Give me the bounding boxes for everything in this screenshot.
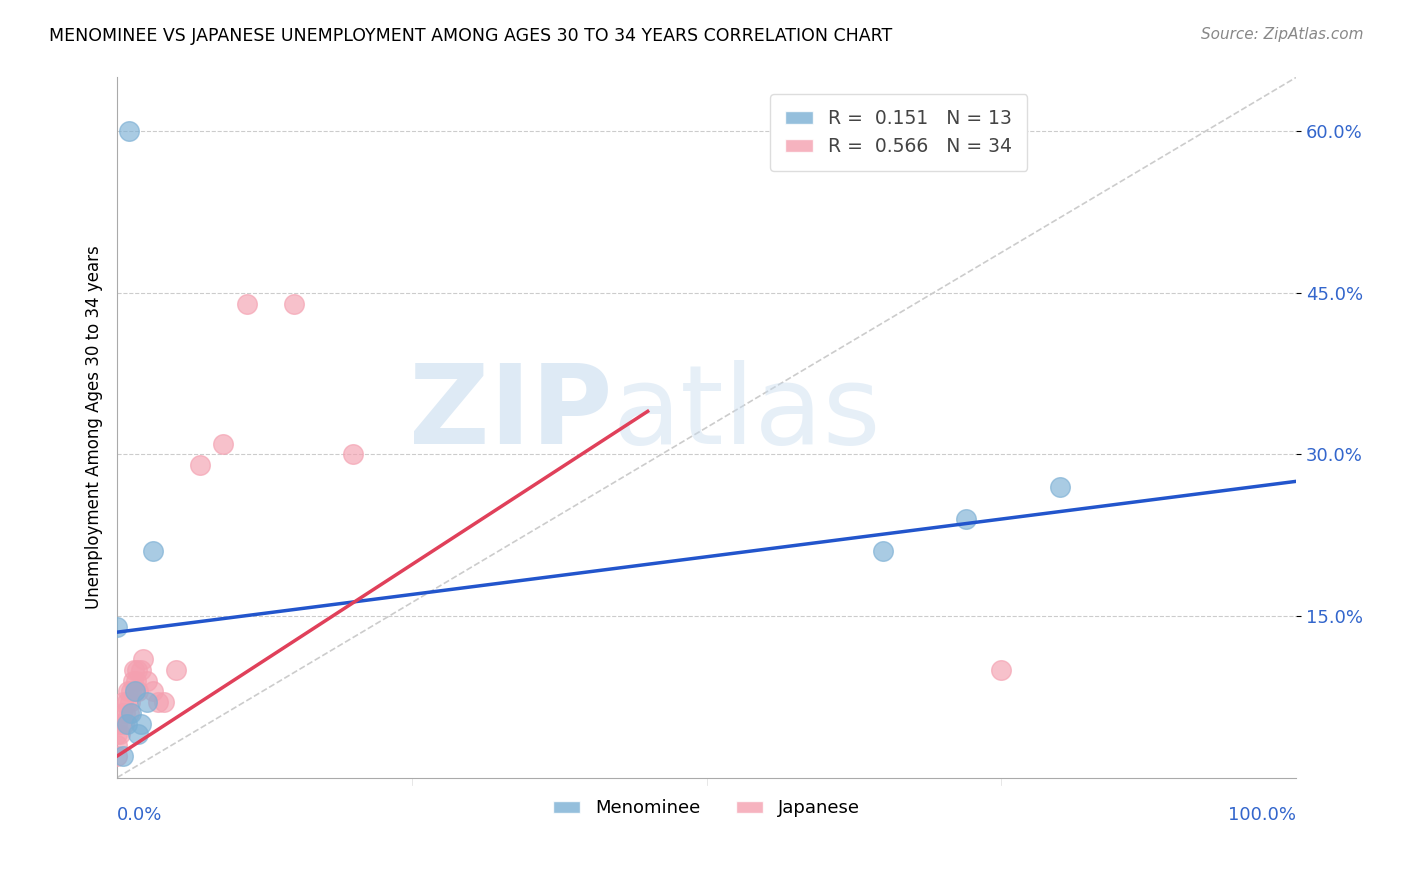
Point <box>105 738 128 752</box>
Point <box>105 749 128 764</box>
Point <box>118 124 141 138</box>
Point <box>105 620 128 634</box>
Point <box>110 716 132 731</box>
Point <box>120 684 142 698</box>
Point <box>105 727 128 741</box>
Point <box>283 296 305 310</box>
Point <box>112 749 135 764</box>
Point <box>122 663 145 677</box>
Point <box>124 684 146 698</box>
Text: 0.0%: 0.0% <box>117 805 163 823</box>
Legend: Menominee, Japanese: Menominee, Japanese <box>546 792 868 824</box>
Point <box>129 663 152 677</box>
Point <box>111 706 134 720</box>
Point <box>127 663 149 677</box>
Point <box>1049 480 1071 494</box>
Point <box>142 684 165 698</box>
Point <box>142 544 165 558</box>
Text: 100.0%: 100.0% <box>1227 805 1296 823</box>
Point <box>124 684 146 698</box>
Point <box>132 652 155 666</box>
Point <box>118 706 141 720</box>
Point <box>127 727 149 741</box>
Y-axis label: Unemployment Among Ages 30 to 34 years: Unemployment Among Ages 30 to 34 years <box>86 245 103 609</box>
Point <box>115 695 138 709</box>
Point <box>212 436 235 450</box>
Point <box>990 663 1012 677</box>
Point <box>108 727 131 741</box>
Point <box>135 673 157 688</box>
Point <box>342 447 364 461</box>
Text: MENOMINEE VS JAPANESE UNEMPLOYMENT AMONG AGES 30 TO 34 YEARS CORRELATION CHART: MENOMINEE VS JAPANESE UNEMPLOYMENT AMONG… <box>49 27 893 45</box>
Point <box>114 706 136 720</box>
Point <box>112 695 135 709</box>
Point <box>125 673 148 688</box>
Point <box>117 684 139 698</box>
Point <box>105 716 128 731</box>
Point <box>112 716 135 731</box>
Point <box>165 663 187 677</box>
Point <box>872 544 894 558</box>
Text: atlas: atlas <box>612 360 880 467</box>
Point <box>153 695 176 709</box>
Point <box>188 458 211 473</box>
Point <box>120 706 142 720</box>
Point <box>127 684 149 698</box>
Text: Source: ZipAtlas.com: Source: ZipAtlas.com <box>1201 27 1364 42</box>
Point <box>115 716 138 731</box>
Text: ZIP: ZIP <box>409 360 612 467</box>
Point <box>148 695 170 709</box>
Point <box>121 673 143 688</box>
Point <box>955 512 977 526</box>
Point <box>236 296 259 310</box>
Point <box>135 695 157 709</box>
Point <box>129 716 152 731</box>
Point <box>120 695 142 709</box>
